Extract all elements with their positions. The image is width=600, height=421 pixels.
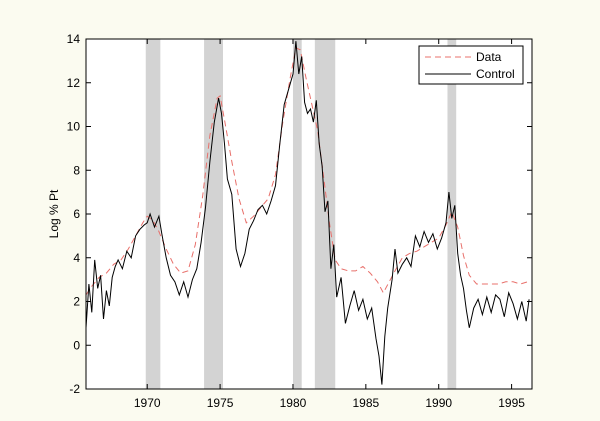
shaded-band-1	[204, 39, 224, 389]
y-tick-label-6: 6	[73, 207, 80, 221]
shaded-band-4	[447, 39, 457, 389]
series-line-data	[85, 47, 528, 296]
shaded-band-0	[145, 39, 161, 389]
y-tick-label-14: 14	[67, 32, 81, 46]
y-tick-label-4: 4	[73, 251, 80, 265]
x-tick-label-1990: 1990	[425, 396, 452, 410]
x-tick-label-1970: 1970	[134, 396, 161, 410]
y-tick-label-8: 8	[73, 163, 80, 177]
y-tick-label-0: 0	[73, 338, 80, 352]
recession-shading	[145, 39, 457, 389]
shaded-band-2	[292, 39, 302, 389]
y-tick-label-12: 12	[67, 76, 81, 90]
legend: Data Control	[418, 45, 524, 85]
y-tick-label-10: 10	[67, 120, 81, 134]
series-lines	[85, 41, 530, 385]
x-tick-label-1985: 1985	[352, 396, 379, 410]
y-tick-label--2: -2	[69, 382, 80, 396]
legend-label-data: Data	[476, 50, 502, 64]
shaded-band-3	[314, 39, 336, 389]
y-tick-label-2: 2	[73, 295, 80, 309]
x-tick-label-1975: 1975	[207, 396, 234, 410]
legend-label-control: Control	[476, 67, 515, 81]
x-tick-label-1980: 1980	[280, 396, 307, 410]
x-tick-label-1995: 1995	[498, 396, 525, 410]
series-line-control	[85, 41, 530, 385]
y-axis-label: Log % Pt	[47, 189, 61, 238]
axis-ticks: 1970 1975 1980 1985 1990 1995 -2 0 2 4 6 8 10 12 14	[67, 32, 532, 410]
legend-box	[418, 45, 524, 85]
